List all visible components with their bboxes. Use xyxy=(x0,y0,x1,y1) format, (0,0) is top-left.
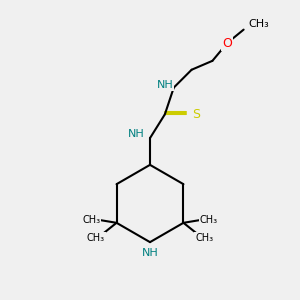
Text: CH₃: CH₃ xyxy=(248,19,269,29)
Text: CH₃: CH₃ xyxy=(87,233,105,243)
Text: NH: NH xyxy=(128,129,145,139)
Text: CH₃: CH₃ xyxy=(195,233,213,243)
Text: S: S xyxy=(192,108,200,121)
Text: CH₃: CH₃ xyxy=(82,215,100,225)
Text: O: O xyxy=(222,37,232,50)
Text: CH₃: CH₃ xyxy=(200,215,218,225)
Text: NH: NH xyxy=(142,248,158,257)
Text: NH: NH xyxy=(157,80,173,90)
